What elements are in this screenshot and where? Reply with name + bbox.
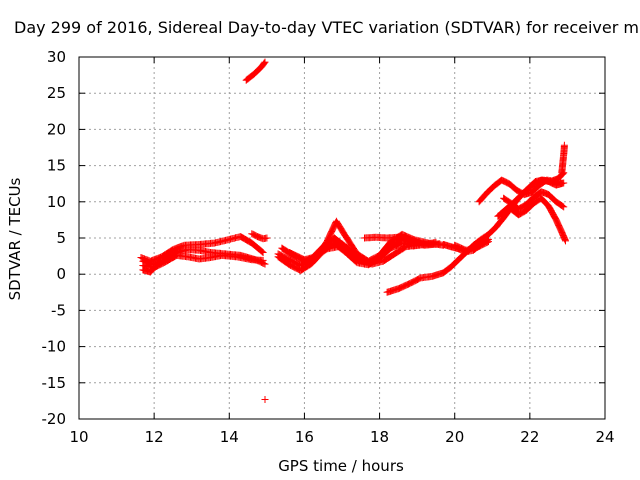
data-track <box>558 141 568 177</box>
plot-border <box>78 56 606 420</box>
y-tick-label: 30 <box>47 48 66 66</box>
y-tick-label: -5 <box>51 301 66 319</box>
y-tick-label: 5 <box>56 229 66 247</box>
y-tick-label: 10 <box>47 193 66 211</box>
data-track <box>500 188 568 213</box>
data-track <box>451 238 492 254</box>
x-tick-label: 18 <box>370 428 389 446</box>
axis-ticks <box>78 56 606 420</box>
y-tick-label: 25 <box>47 84 66 102</box>
data-track <box>139 264 158 276</box>
x-tick-label: 16 <box>295 428 314 446</box>
chart-title: Day 299 of 2016, Sidereal Day-to-day VTE… <box>14 18 639 37</box>
x-tick-label: 20 <box>445 428 464 446</box>
tick-labels: 10 12 14 16 18 20 22 24 30 25 20 15 10 5 0 -5 -10 -15 -20 <box>42 48 615 446</box>
y-tick-label: 20 <box>47 120 66 138</box>
data-track <box>137 233 267 265</box>
data-track <box>139 251 267 272</box>
y-tick-label: -15 <box>42 374 67 392</box>
data-track <box>285 241 421 268</box>
x-tick-label: 22 <box>520 428 539 446</box>
data-track <box>507 194 569 245</box>
data-track <box>261 396 269 403</box>
y-tick-label: -10 <box>42 338 67 356</box>
y-tick-label: 15 <box>47 157 66 175</box>
y-axis-label: SDTVAR / TECUs <box>6 177 24 300</box>
grid <box>79 57 605 419</box>
data-track <box>242 58 269 84</box>
data-track <box>361 233 436 248</box>
y-tick-label: 0 <box>56 265 66 283</box>
x-axis-label: GPS time / hours <box>278 457 404 475</box>
x-tick-label: 12 <box>145 428 164 446</box>
y-tick-label: -20 <box>42 410 67 428</box>
x-tick-label: 10 <box>69 428 88 446</box>
x-tick-label: 14 <box>220 428 239 446</box>
data-track <box>248 230 271 243</box>
x-tick-label: 24 <box>595 428 614 446</box>
data-points <box>137 58 569 403</box>
